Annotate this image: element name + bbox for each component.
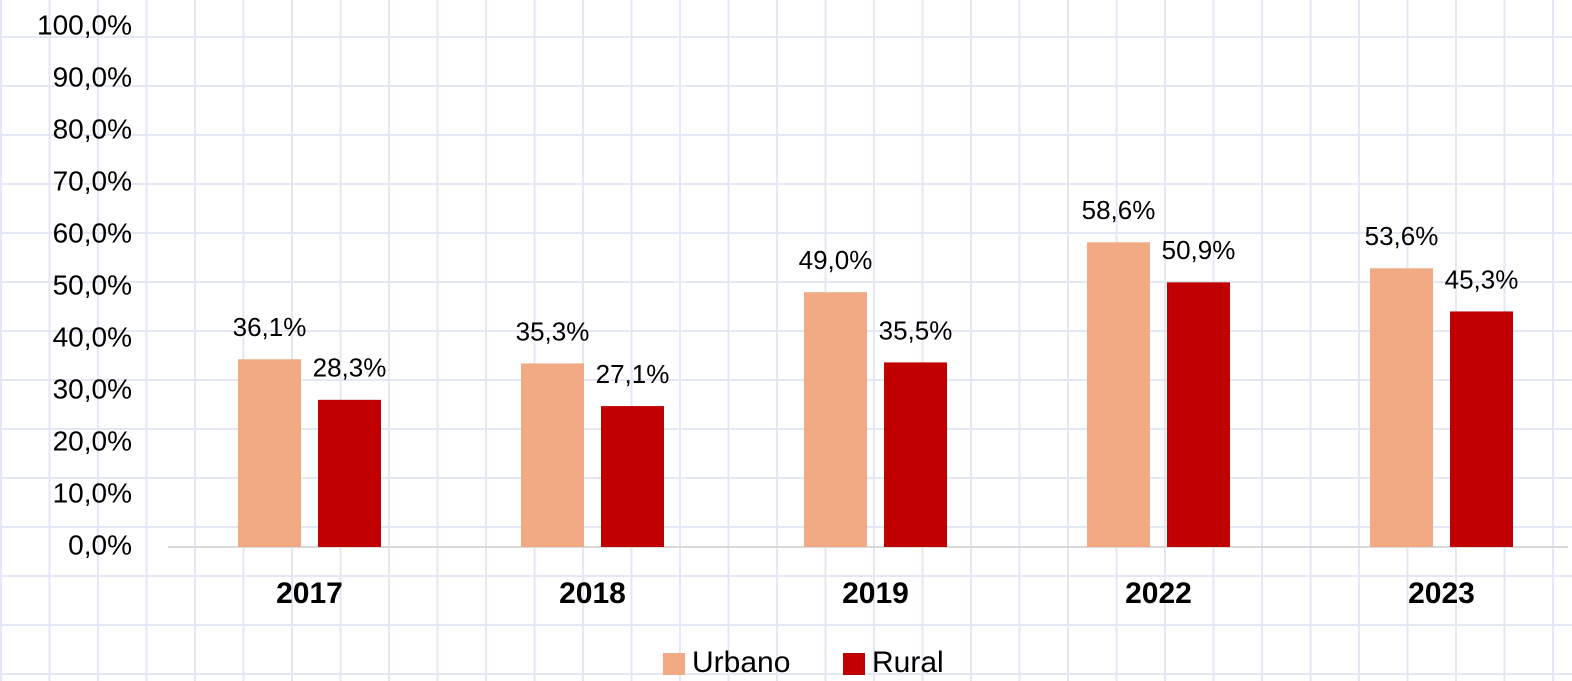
y-tick-label: 40,0%	[53, 321, 132, 352]
x-tick-label: 2023	[1408, 577, 1475, 610]
bar	[521, 363, 584, 547]
y-tick-label: 20,0%	[53, 425, 132, 456]
y-tick-label: 100,0%	[37, 9, 132, 40]
legend-label: Rural	[872, 646, 944, 679]
bar	[238, 359, 301, 547]
bar	[601, 406, 664, 547]
y-tick-label: 10,0%	[53, 477, 132, 508]
bar	[804, 292, 867, 547]
y-tick-label: 90,0%	[53, 61, 132, 92]
data-label: 27,1%	[596, 359, 670, 389]
legend-swatch	[843, 653, 865, 675]
data-label: 50,9%	[1162, 235, 1236, 265]
x-tick-label: 2018	[559, 577, 626, 610]
y-tick-label: 30,0%	[53, 373, 132, 404]
data-label: 35,3%	[516, 316, 590, 346]
y-tick-label: 50,0%	[53, 269, 132, 300]
bar	[1370, 268, 1433, 547]
bar	[1167, 282, 1230, 547]
y-tick-label: 0,0%	[68, 529, 132, 560]
bar	[1087, 242, 1150, 547]
x-tick-label: 2022	[1125, 577, 1192, 610]
legend-label: Urbano	[692, 646, 790, 679]
data-label: 53,6%	[1365, 221, 1439, 251]
legend-swatch	[663, 653, 685, 675]
x-tick-label: 2017	[276, 577, 343, 610]
bar	[1450, 311, 1513, 547]
data-label: 28,3%	[313, 353, 387, 383]
y-tick-label: 80,0%	[53, 113, 132, 144]
y-tick-label: 60,0%	[53, 217, 132, 248]
data-label: 35,5%	[879, 315, 953, 345]
bar	[884, 362, 947, 547]
bar	[318, 399, 381, 547]
data-label: 49,0%	[799, 245, 873, 275]
y-tick-label: 70,0%	[53, 165, 132, 196]
data-label: 36,1%	[233, 312, 307, 342]
data-label: 58,6%	[1082, 195, 1156, 225]
data-label: 45,3%	[1445, 264, 1519, 294]
x-tick-label: 2019	[842, 577, 909, 610]
